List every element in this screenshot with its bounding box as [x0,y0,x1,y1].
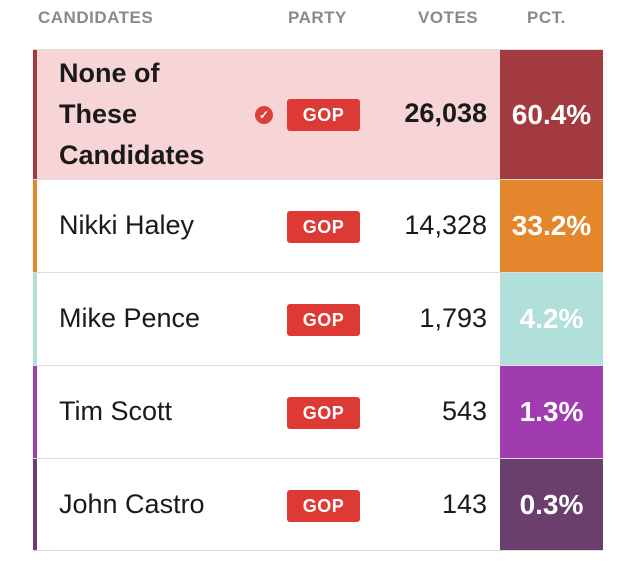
candidate-name: None of These Candidates [59,53,205,176]
percent-cell: 4.2% [500,273,603,365]
table-row: John Castro GOP 143 0.3% [33,458,603,551]
party-badge: GOP [287,99,360,131]
vote-count: 1,793 [419,303,487,333]
percent-cell: 60.4% [500,50,603,179]
row-color-stripe [33,50,37,179]
vote-count: 543 [441,396,487,426]
percent-cell: 0.3% [500,459,603,550]
table-row: Tim Scott GOP 543 1.3% [33,365,603,458]
party-badge: GOP [287,304,360,336]
row-color-stripe [33,366,37,458]
table-row: None of These Candidates ✓ GOP 26,038 60… [33,49,603,179]
vote-count: 14,328 [404,210,487,240]
header-party: PARTY [288,8,347,27]
percent-value: 1.3% [519,396,584,427]
header-pct: PCT. [527,8,566,27]
party-badge: GOP [287,211,360,243]
percent-value: 0.3% [519,488,584,520]
header-votes: VOTES [418,8,479,27]
candidate-name: John Castro [59,489,205,519]
percent-value: 60.4% [511,98,592,130]
candidate-name-line: None of [59,58,160,88]
table-row: Nikki Haley GOP 14,328 33.2% [33,179,603,272]
percent-cell: 1.3% [500,366,603,458]
results-table: None of These Candidates ✓ GOP 26,038 60… [33,49,603,551]
row-color-stripe [33,180,37,272]
percent-cell: 33.2% [500,180,603,272]
table-header: CANDIDATES PARTY VOTES PCT. [0,0,624,40]
candidate-name-line: These [59,99,138,129]
candidate-name-line: Candidates [59,140,205,170]
row-color-stripe [33,459,37,550]
party-badge: GOP [287,490,360,522]
percent-value: 33.2% [511,210,592,241]
party-badge: GOP [287,397,360,429]
candidate-name: Mike Pence [59,303,201,333]
candidate-name: Nikki Haley [59,210,195,240]
row-color-stripe [33,273,37,365]
vote-count: 26,038 [404,98,487,128]
percent-value: 4.2% [519,303,584,334]
header-candidates: CANDIDATES [38,8,154,27]
check-circle-icon: ✓ [255,106,273,124]
vote-count: 143 [441,489,487,519]
table-row: Mike Pence GOP 1,793 4.2% [33,272,603,365]
candidate-name: Tim Scott [59,396,173,426]
